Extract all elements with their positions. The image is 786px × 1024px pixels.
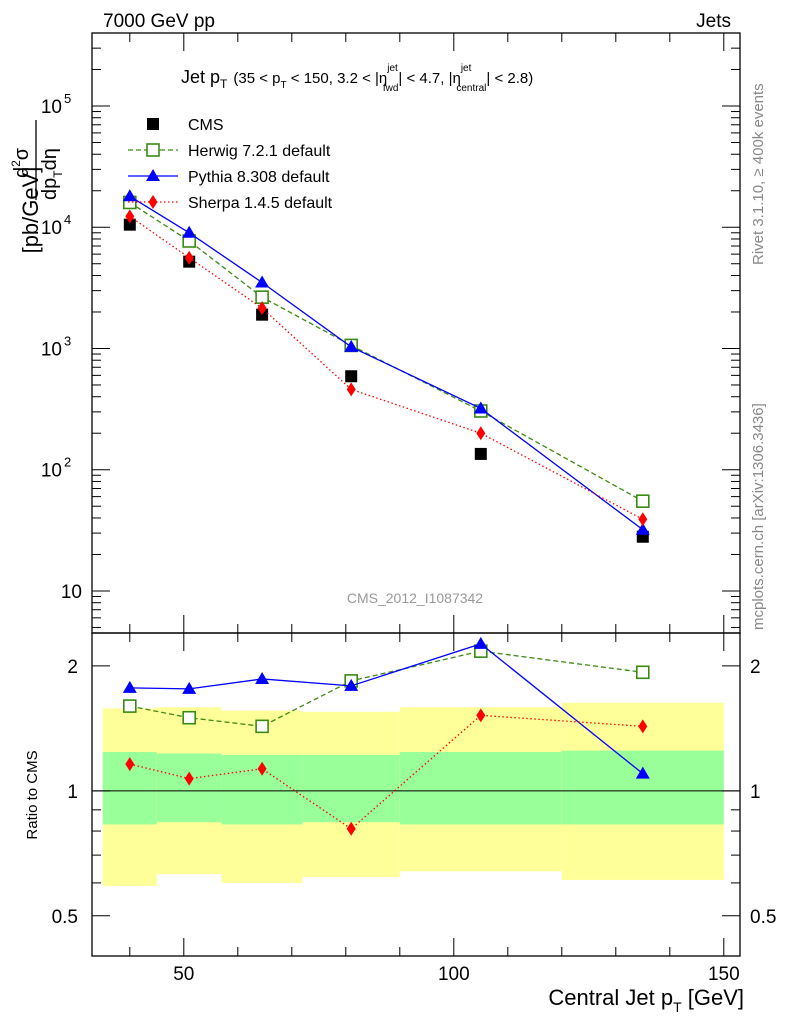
- main-point-pythia: [635, 522, 650, 535]
- legend-label-pythia: Pythia 8.308 default: [188, 169, 330, 186]
- svg-text:dpTdη: dpTdη: [39, 148, 65, 200]
- band-inner-5: [561, 750, 724, 825]
- ratio-line-herwig: [129, 650, 643, 728]
- jets-label: Jets: [696, 11, 731, 32]
- legend-label-cms: CMS: [188, 117, 224, 134]
- x-tick-label: 100: [438, 964, 470, 985]
- band-inner-1: [156, 753, 222, 823]
- main-point-sherpa: [638, 512, 648, 527]
- x-ticks: 50 100 150: [129, 33, 740, 985]
- ratio-y-axis-label: Ratio to CMS: [24, 750, 41, 839]
- main-point-pythia: [182, 225, 197, 238]
- ratio-point-sherpa: [346, 821, 356, 836]
- main-point-sherpa: [257, 301, 267, 316]
- ratio-point-herwig: [182, 710, 196, 725]
- ratio-point-sherpa: [638, 719, 648, 734]
- chart-title: Jet pT (35 < pT < 150, 3.2 < |ηjet fwd| < …: [181, 63, 533, 94]
- ratio-bands: [102, 702, 724, 886]
- ratio-point-sherpa: [125, 757, 135, 772]
- main-y-tick-exponent: 5: [64, 91, 71, 106]
- ratio-point-pythia: [635, 766, 650, 779]
- ratio-y-tick-label-right: 0.5: [750, 907, 776, 928]
- legend-marker-cms: [147, 118, 159, 130]
- ratio-y-tick-label-right: 1: [750, 782, 761, 803]
- main-y-axis-label: [pb/GeV]: [18, 167, 43, 254]
- legend-marker-herwig: [146, 143, 160, 157]
- ratio-point-pythia: [255, 671, 270, 684]
- main-y-tick-exponent: 4: [64, 212, 71, 227]
- svg-text:mcplots.cern.ch [arXiv:1306.34: mcplots.cern.ch [arXiv:1306.3436]: [750, 403, 767, 630]
- ratio-point-herwig: [255, 719, 269, 734]
- x-axis-label: Central Jet pT [GeV]: [548, 985, 744, 1015]
- svg-text:d2σ: d2σ: [9, 147, 33, 178]
- main-point-pythia: [473, 401, 488, 414]
- main-point-cms: [474, 447, 487, 460]
- main-y-tick-label: 10: [41, 339, 62, 360]
- energy-label: 7000 GeV pp: [103, 11, 215, 32]
- ratio-point-pythia: [344, 678, 359, 691]
- main-line-herwig: [129, 201, 644, 502]
- main-y-tick-label: 10: [61, 582, 82, 603]
- legend-label-sherpa: Sherpa 1.4.5 default: [188, 195, 333, 212]
- svg-text:Ratio to CMS: Ratio to CMS: [24, 750, 41, 839]
- main-point-pythia: [122, 189, 137, 202]
- ratio-y-tick-label-left: 1: [67, 782, 78, 803]
- main-y-tick-label: 10: [41, 461, 62, 482]
- ratio-point-herwig: [123, 699, 137, 713]
- main-series: [122, 189, 650, 543]
- main-y-axis-fraction: d2σ dpTdη: [9, 120, 65, 200]
- ratio-point-pythia: [122, 680, 137, 693]
- main-line-sherpa: [129, 215, 644, 520]
- ratio-point-pythia: [473, 636, 488, 649]
- ratio-line-pythia: [129, 643, 644, 775]
- main-y-tick-label: 10: [41, 218, 62, 239]
- main-point-sherpa: [346, 382, 356, 397]
- band-inner-4: [399, 752, 562, 825]
- x-tick-label: 50: [173, 964, 194, 985]
- main-point-sherpa: [476, 426, 486, 441]
- main-point-sherpa: [184, 250, 194, 265]
- ratio-y-tick-label-right: 2: [750, 657, 761, 678]
- main-y-tick-exponent: 2: [64, 455, 71, 470]
- ratio-plot-frame: [91, 632, 741, 957]
- ratio-point-pythia: [182, 681, 197, 694]
- ratio-y-tick-label-left: 2: [67, 657, 78, 678]
- legend-marker-sherpa: [148, 195, 158, 209]
- svg-text:Rivet 3.1.10, ≥ 400k events: Rivet 3.1.10, ≥ 400k events: [750, 83, 767, 265]
- main-y-tick-exponent: 3: [64, 333, 71, 348]
- legend-marker-pythia: [146, 169, 160, 181]
- main-point-pythia: [255, 275, 270, 288]
- main-line-pythia: [129, 195, 644, 531]
- band-inner-3: [302, 754, 400, 823]
- ratio-point-sherpa: [476, 708, 486, 723]
- main-point-pythia: [344, 339, 359, 352]
- analysis-watermark: CMS_2012_I1087342: [347, 590, 483, 606]
- ratio-y-ticks: 0.5 0.5 1 1 2 2: [52, 657, 777, 928]
- main-point-cms: [345, 370, 358, 383]
- main-point-herwig: [635, 494, 650, 508]
- x-tick-label: 150: [708, 964, 740, 985]
- mcplots-label: mcplots.cern.ch [arXiv:1306.3436]: [750, 403, 767, 630]
- legend-label-herwig: Herwig 7.2.1 default: [188, 143, 331, 160]
- ratio-y-tick-label-left: 0.5: [52, 907, 78, 928]
- legend: CMS Herwig 7.2.1 default Pythia 8.308 de…: [128, 117, 333, 212]
- ratio-point-sherpa: [184, 771, 194, 786]
- ratio-point-herwig: [635, 665, 650, 680]
- rivet-label: Rivet 3.1.10, ≥ 400k events: [750, 83, 767, 265]
- main-point-cms: [123, 218, 136, 231]
- ratio-point-sherpa: [257, 761, 267, 776]
- ratio-line-sherpa: [129, 714, 643, 830]
- svg-text:[pb/GeV]: [pb/GeV]: [18, 167, 43, 254]
- ratio-series: [122, 636, 650, 836]
- main-point-sherpa: [125, 209, 135, 224]
- main-y-tick-label: 10: [41, 97, 62, 118]
